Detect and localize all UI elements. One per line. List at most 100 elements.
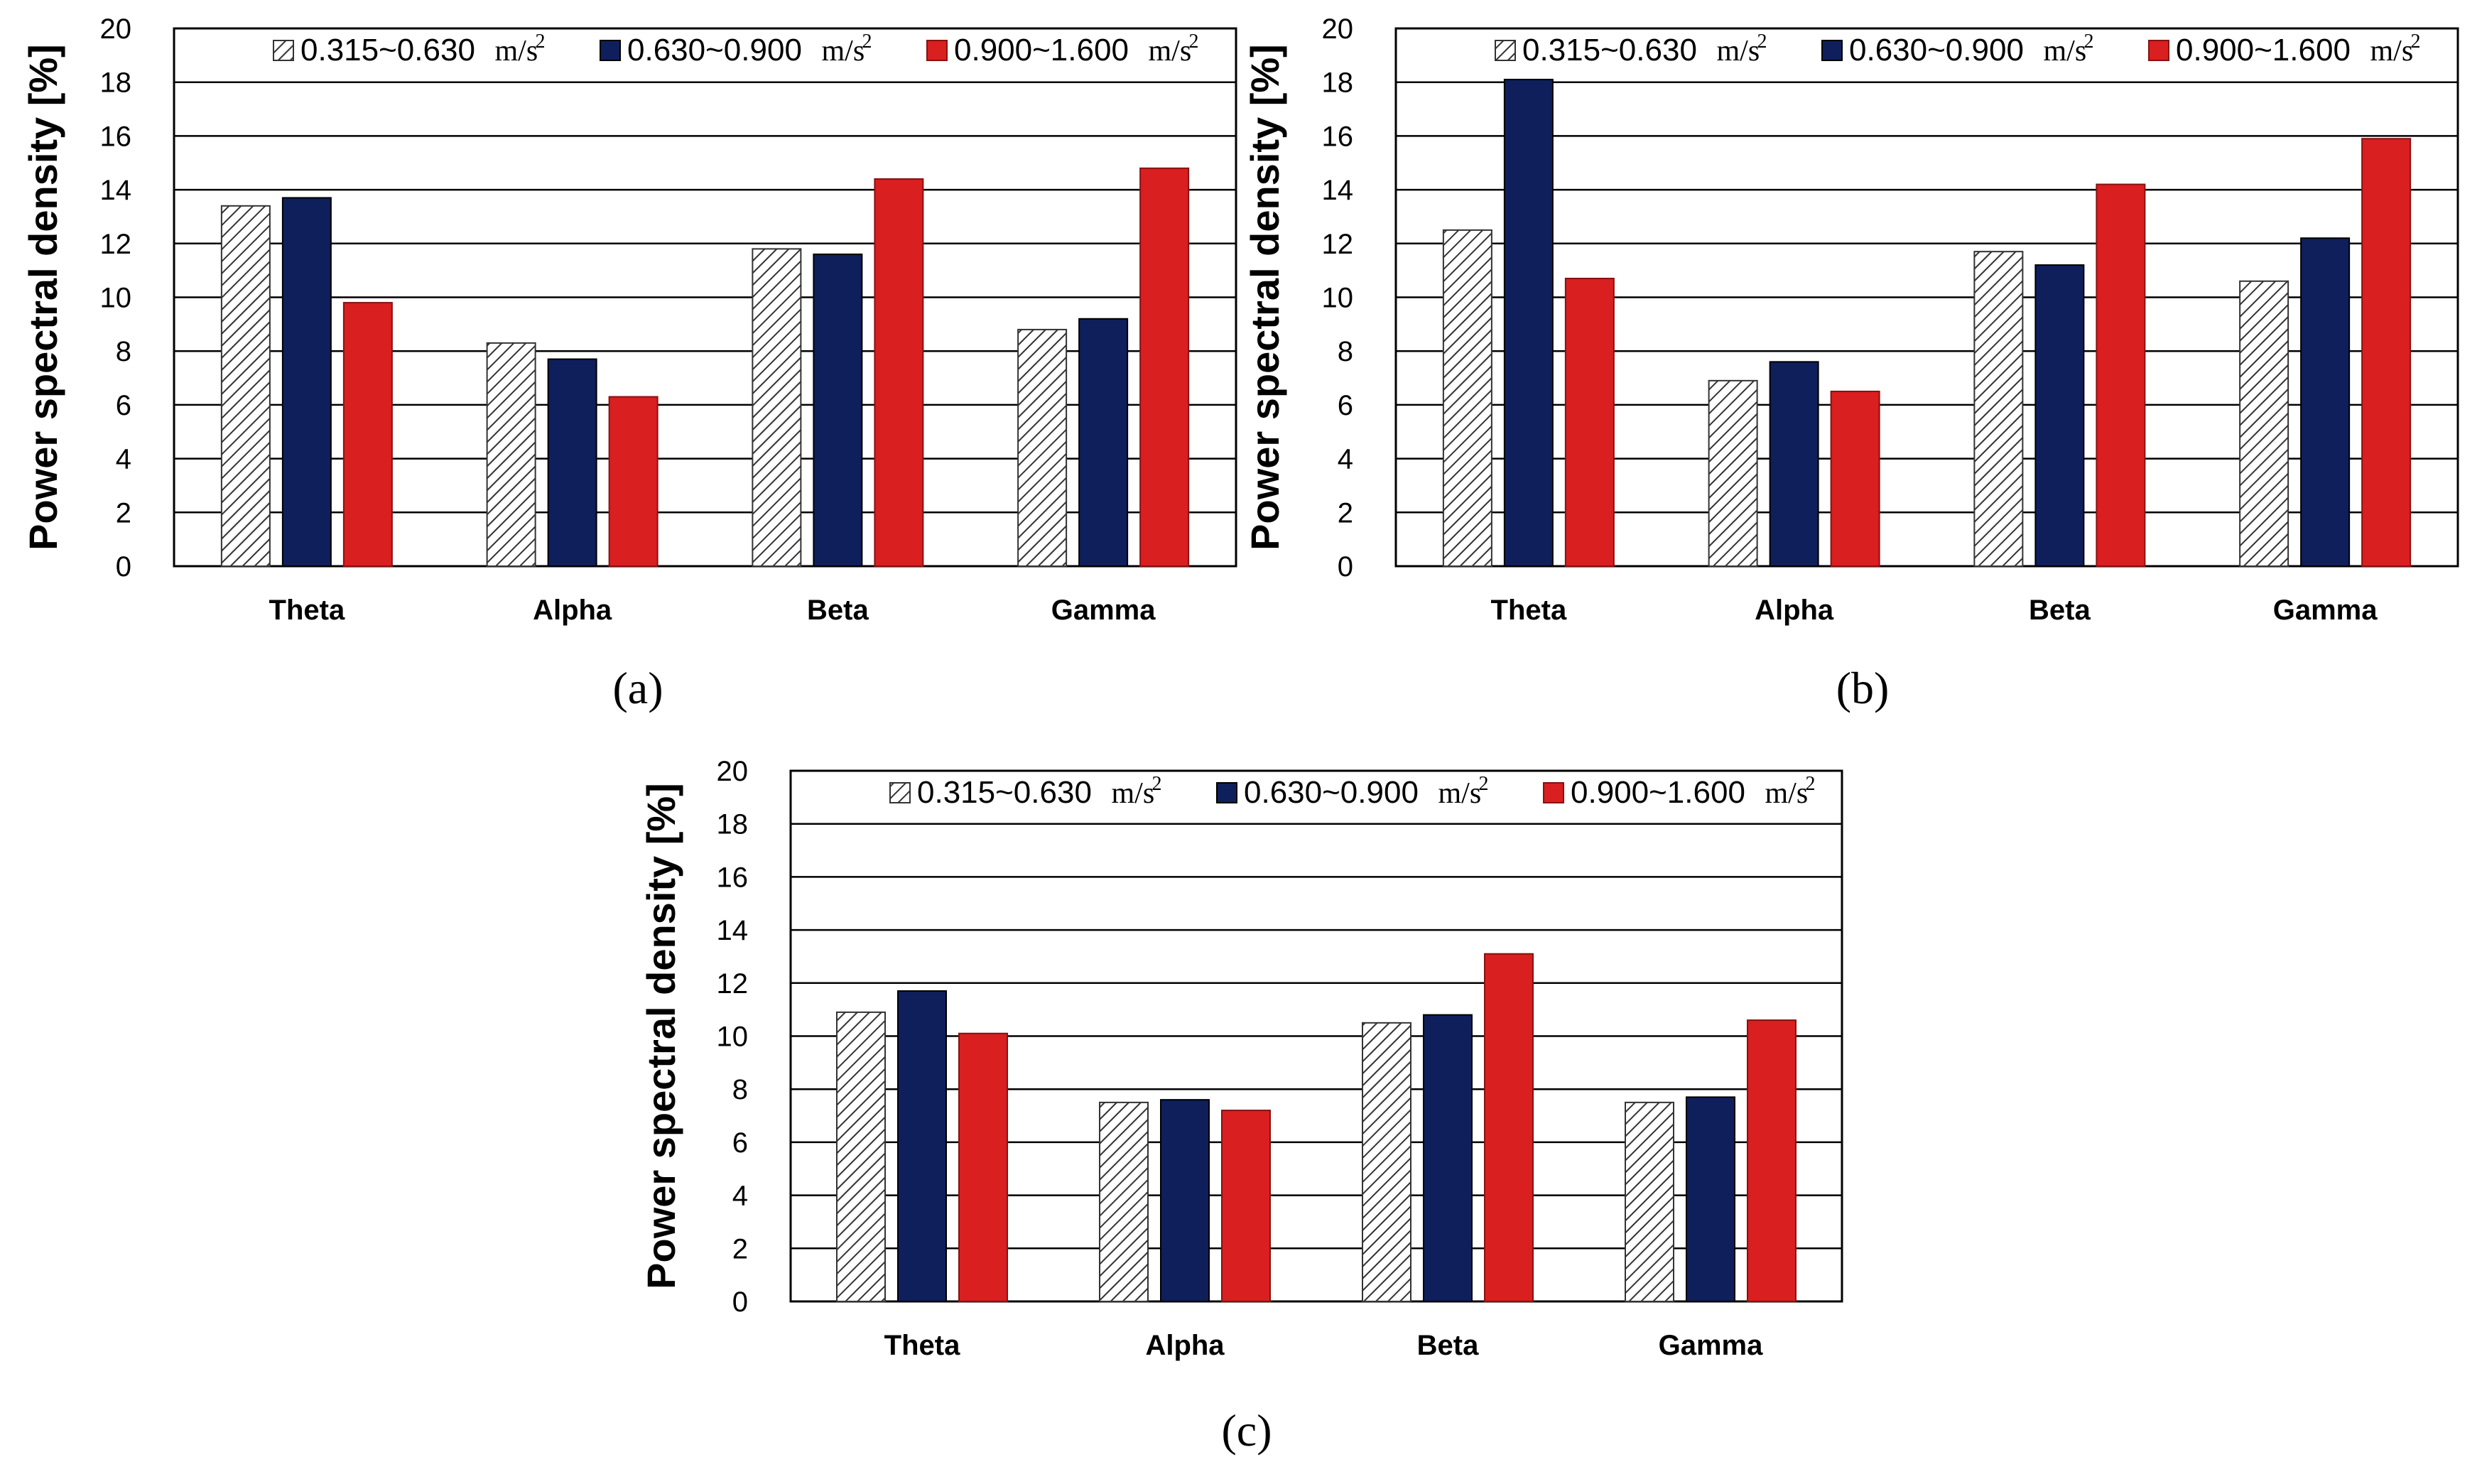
y-tick-label: 14 xyxy=(1322,175,1354,206)
y-tick-label: 8 xyxy=(1338,336,1353,367)
x-category-label: Alpha xyxy=(533,595,612,626)
bar xyxy=(1625,1101,1674,1302)
bar xyxy=(752,248,802,567)
legend-swatch xyxy=(2148,40,2169,61)
legend-swatch xyxy=(926,40,948,61)
y-tick-label: 0 xyxy=(116,551,131,583)
panel-label: (a) xyxy=(612,663,663,713)
bar xyxy=(1078,318,1129,567)
bar xyxy=(220,205,271,567)
plot-frame xyxy=(173,27,1237,568)
x-category-label: Alpha xyxy=(1145,1330,1225,1361)
y-tick-label: 2 xyxy=(1338,497,1353,529)
y-tick-label: 6 xyxy=(732,1127,748,1159)
panel-label: (c) xyxy=(1221,1405,1272,1456)
bar xyxy=(1564,278,1615,567)
bar xyxy=(1503,78,1554,568)
legend-swatch xyxy=(889,782,911,803)
y-tick-label: 16 xyxy=(100,121,132,152)
y-tick-label: 6 xyxy=(116,390,131,421)
bar xyxy=(1139,167,1190,567)
legend-swatch xyxy=(273,40,294,61)
y-tick-label: 2 xyxy=(116,497,131,529)
bar xyxy=(1017,328,1068,567)
y-tick-label: 0 xyxy=(732,1287,748,1318)
bar xyxy=(2239,280,2289,567)
legend-unit-exponent: 2 xyxy=(1757,31,1767,53)
bar xyxy=(1423,1014,1473,1302)
y-tick-label: 4 xyxy=(1338,444,1353,475)
legend-unit: m/s xyxy=(1149,35,1192,67)
bar xyxy=(547,358,597,567)
legend-swatch xyxy=(1821,40,1843,61)
bar xyxy=(1973,251,2024,567)
legend-label: 0.315~0.630 xyxy=(300,33,475,67)
y-tick-label: 12 xyxy=(100,229,132,260)
y-tick-label: 10 xyxy=(1322,283,1354,314)
bar xyxy=(2361,138,2412,567)
bar xyxy=(874,178,924,567)
bar xyxy=(1484,953,1534,1302)
bar xyxy=(2096,183,2146,567)
bar xyxy=(1747,1019,1797,1302)
legend-swatch xyxy=(600,40,621,61)
y-tick-label: 20 xyxy=(1322,13,1354,45)
legend-unit: m/s xyxy=(1765,777,1809,810)
legend-unit: m/s xyxy=(2370,35,2414,67)
panel-label: (b) xyxy=(1836,663,1890,713)
bar xyxy=(1099,1101,1149,1302)
legend-label: 0.630~0.900 xyxy=(1244,775,1419,810)
legend-unit-exponent: 2 xyxy=(1479,773,1489,795)
y-tick-label: 18 xyxy=(1322,67,1354,99)
legend-label: 0.630~0.900 xyxy=(627,33,802,67)
bar xyxy=(836,1011,886,1302)
bar xyxy=(897,990,947,1302)
bar xyxy=(2300,237,2351,567)
legend-swatch xyxy=(1543,782,1564,803)
x-category-label: Beta xyxy=(807,595,869,626)
bar xyxy=(813,253,863,567)
legend-unit: m/s xyxy=(1112,777,1155,810)
y-axis-label: Power spectral density [%] xyxy=(639,783,683,1289)
y-tick-label: 20 xyxy=(100,13,132,45)
x-category-label: Alpha xyxy=(1755,595,1834,626)
y-axis-label: Power spectral density [%] xyxy=(1242,44,1287,551)
bar xyxy=(1160,1099,1210,1302)
bar xyxy=(1362,1022,1411,1302)
bar xyxy=(1708,379,1758,568)
bar xyxy=(281,197,332,567)
y-tick-label: 8 xyxy=(116,336,131,367)
chart-panel: 0 2 4 6 8 10 12 14 16 18 20 Theta Alpha Beta Gamma 0.31… xyxy=(21,13,1237,713)
y-tick-label: 16 xyxy=(717,862,749,893)
bar xyxy=(1221,1110,1271,1302)
legend-unit-exponent: 2 xyxy=(1152,773,1162,795)
plot-frame xyxy=(1394,27,2459,568)
legend-background xyxy=(1398,31,2456,80)
bar xyxy=(1686,1096,1735,1303)
y-tick-label: 20 xyxy=(717,756,749,787)
legend-label: 0.315~0.630 xyxy=(1522,33,1697,67)
legend-unit-exponent: 2 xyxy=(862,31,872,53)
bar xyxy=(958,1032,1008,1302)
bar xyxy=(342,302,393,567)
legend-unit: m/s xyxy=(1717,35,1760,67)
y-tick-label: 12 xyxy=(1322,229,1354,260)
plot-frame xyxy=(789,769,1843,1303)
y-tick-label: 10 xyxy=(100,283,132,314)
y-tick-label: 18 xyxy=(717,809,749,840)
legend-unit-exponent: 2 xyxy=(2411,31,2421,53)
legend-unit-exponent: 2 xyxy=(1189,31,1199,53)
legend-unit: m/s xyxy=(822,35,865,67)
chart-panel: 0 2 4 6 8 10 12 14 16 18 20 Theta Alpha Beta Gamma 0.31… xyxy=(1242,13,2459,713)
y-tick-label: 4 xyxy=(732,1181,748,1212)
x-category-label: Gamma xyxy=(1051,595,1156,626)
x-category-label: Gamma xyxy=(2273,595,2378,626)
legend-unit-exponent: 2 xyxy=(536,31,546,53)
y-tick-label: 6 xyxy=(1338,390,1353,421)
legend-background xyxy=(176,31,1234,80)
legend-unit-exponent: 2 xyxy=(1806,773,1816,795)
x-category-label: Beta xyxy=(1417,1330,1479,1361)
y-tick-label: 12 xyxy=(717,968,749,1000)
bar xyxy=(486,342,536,567)
